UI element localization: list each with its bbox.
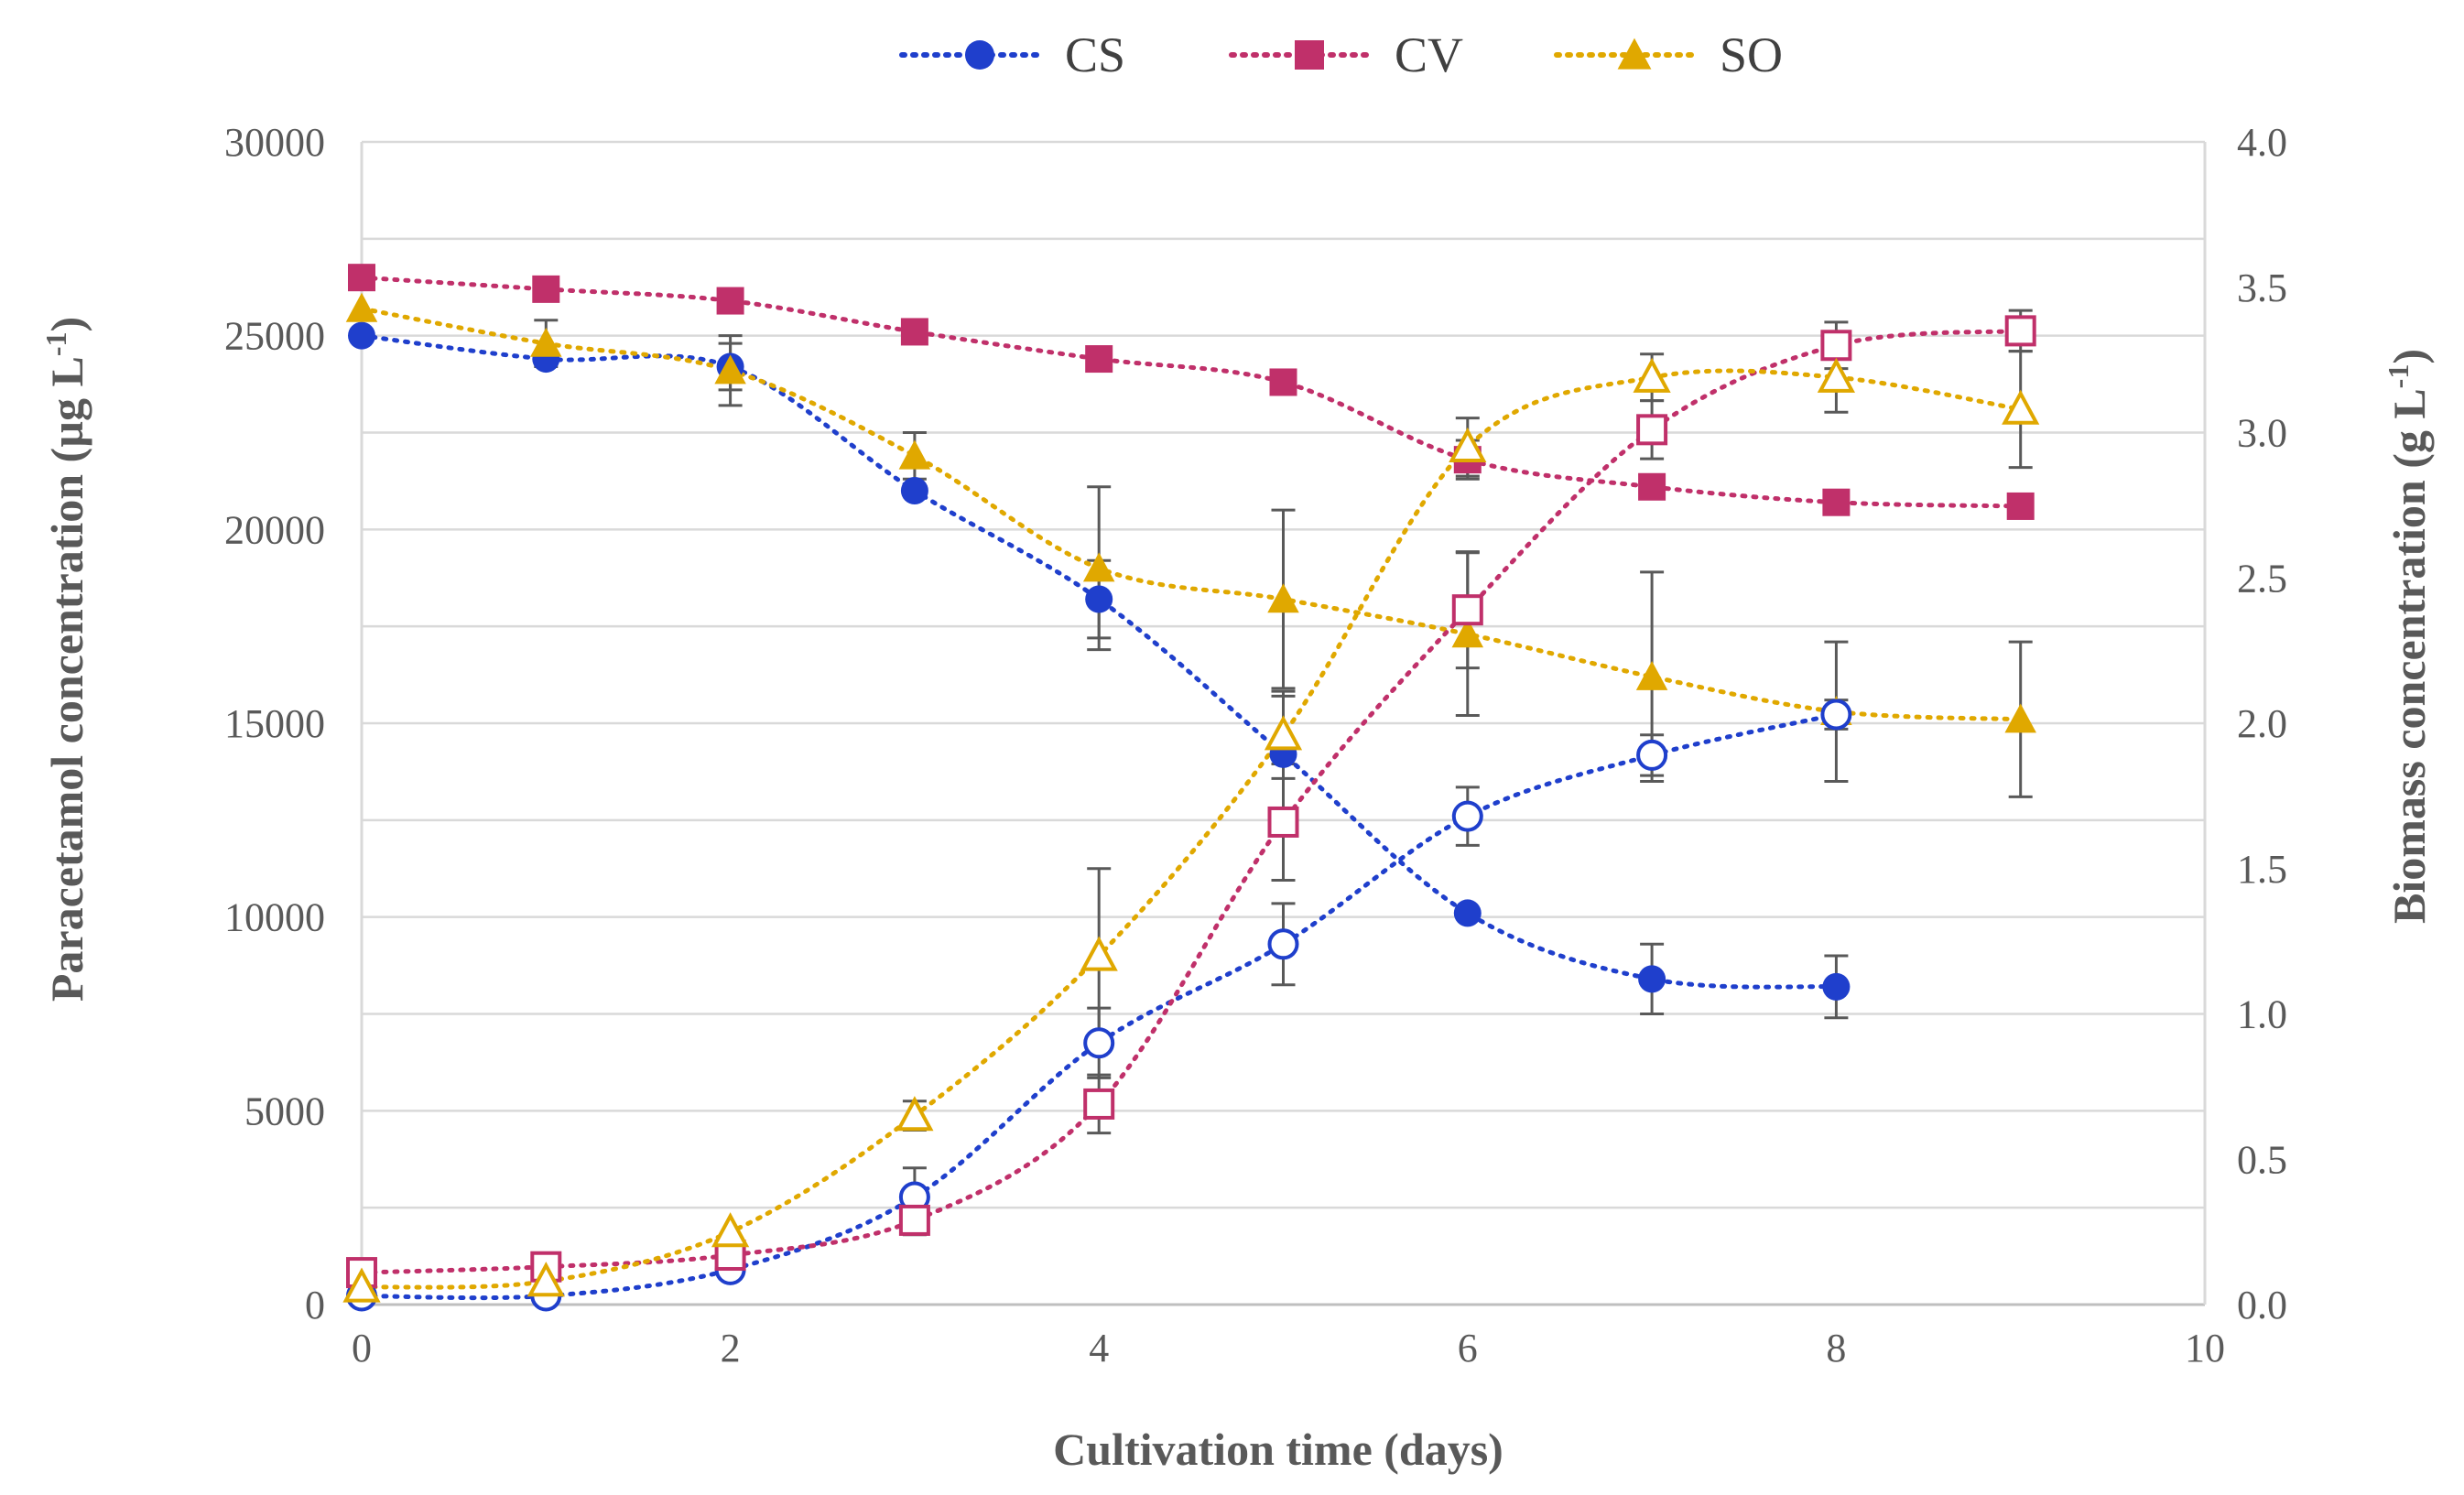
x-tick-label: 0 xyxy=(352,1326,372,1370)
y-left-tick-label: 5000 xyxy=(244,1089,325,1133)
y-left-tick-label: 20000 xyxy=(224,507,325,552)
y-left-title-sup: -1 xyxy=(39,331,72,356)
cv-paracetamol-point xyxy=(1085,345,1113,374)
series-lines xyxy=(359,275,2024,1301)
cs-paracetamol-point xyxy=(1453,899,1482,927)
cv-biomass-point xyxy=(1083,1088,1115,1120)
x-axis-title: Cultivation time (days) xyxy=(1053,1424,1503,1475)
so-biomass-point xyxy=(526,1262,565,1297)
cs-paracetamol-point xyxy=(1638,965,1666,993)
so-paracetamol-point xyxy=(2004,703,2036,733)
so-biomass-point xyxy=(1817,357,1856,393)
cv-biomass-point xyxy=(1267,806,1299,838)
legend-label-so: SO xyxy=(1720,27,1783,82)
y-right-axis-title: Biomass concentration (g L-1) xyxy=(2382,349,2435,924)
cv-biomass-line xyxy=(359,328,2024,1275)
so-paracetamol-point xyxy=(1082,552,1115,582)
cv-biomass-point xyxy=(898,1204,930,1236)
y-right-title-close: ) xyxy=(2383,349,2435,364)
y-right-tick-label: 2.5 xyxy=(2237,556,2287,601)
cs-biomass-point xyxy=(1820,699,1852,731)
cv-biomass-point xyxy=(2004,315,2036,347)
cv-paracetamol-point xyxy=(348,264,375,292)
so-biomass-point xyxy=(1264,715,1303,751)
so-biomass-line xyxy=(359,368,2024,1290)
cv-paracetamol-point xyxy=(900,318,928,346)
cv-paracetamol-point xyxy=(532,275,560,303)
so-paracetamol-point xyxy=(530,327,562,357)
cs-paracetamol-point xyxy=(1822,972,1851,1001)
y-right-tick-label: 4.0 xyxy=(2237,120,2287,165)
so-paracetamol-point xyxy=(1451,618,1484,648)
y-right-tick-label: 0.5 xyxy=(2237,1137,2287,1182)
y-right-title-sup: -1 xyxy=(2382,364,2415,389)
so-paracetamol-point xyxy=(1635,660,1668,690)
cv-paracetamol-point xyxy=(1269,368,1297,396)
so-biomass-point xyxy=(342,1267,381,1303)
y-left-tick-label: 0 xyxy=(305,1283,325,1327)
y-right-tick-label: 1.5 xyxy=(2237,847,2287,892)
y-right-tick-label: 1.0 xyxy=(2237,992,2287,1037)
x-tick-label: 8 xyxy=(1826,1326,1846,1370)
so-biomass-point xyxy=(1633,357,1671,393)
cv-paracetamol-point xyxy=(716,287,744,315)
y-right-tick-label: 0.0 xyxy=(2237,1283,2287,1327)
y-left-axis-title: Paracetamol concentration (µg L-1) xyxy=(39,317,92,1002)
so-paracetamol-line xyxy=(359,306,2024,722)
legend-marker-cs xyxy=(965,40,994,70)
cs-paracetamol-point xyxy=(348,321,375,350)
y-left-tick-label: 10000 xyxy=(224,895,325,940)
y-right-title-main: Biomass concentration (g L xyxy=(2383,388,2435,924)
cs-paracetamol-point xyxy=(1085,585,1113,613)
cv-paracetamol-point xyxy=(1822,488,1851,516)
legend-label-cs: CS xyxy=(1065,27,1125,82)
cv-biomass-point xyxy=(1451,594,1483,626)
y-left-title-close: ) xyxy=(41,317,92,332)
series-markers xyxy=(342,264,2040,1312)
cs-biomass-point xyxy=(1083,1027,1115,1059)
x-tick-label: 4 xyxy=(1089,1326,1109,1370)
x-tick-label: 10 xyxy=(2185,1326,2225,1370)
y-right-tick-label: 3.5 xyxy=(2237,265,2287,310)
so-biomass-point xyxy=(711,1212,750,1248)
y-left-title-main: Paracetamol concentration (µg L xyxy=(41,356,92,1002)
cs-paracetamol-line xyxy=(359,333,1839,990)
legend: CS CV SO xyxy=(899,27,1783,82)
so-biomass-point xyxy=(2002,389,2040,425)
error-bars xyxy=(534,309,2033,1237)
cv-paracetamol-line xyxy=(359,275,2024,509)
cs-biomass-point xyxy=(1451,800,1483,832)
y-right-tick-label: 3.0 xyxy=(2237,411,2287,456)
x-tick-label: 6 xyxy=(1458,1326,1478,1370)
cv-paracetamol-point xyxy=(1638,472,1666,501)
cv-paracetamol-point xyxy=(2006,492,2035,520)
y-right-tick-label: 2.0 xyxy=(2237,701,2287,746)
legend-marker-cv xyxy=(1295,40,1324,70)
tick-labels: 0 2 4 6 8 10 0 5000 10000 15000 20000 25000 30000 0.0… xyxy=(224,120,2287,1370)
legend-label-cv: CV xyxy=(1395,27,1463,82)
so-paracetamol-point xyxy=(1267,583,1299,613)
y-left-tick-label: 30000 xyxy=(224,120,325,165)
y-left-tick-label: 25000 xyxy=(224,314,325,359)
so-biomass-point xyxy=(1449,427,1487,463)
so-biomass-point xyxy=(896,1096,934,1132)
so-paracetamol-point xyxy=(898,439,931,470)
so-paracetamol-point xyxy=(714,354,746,385)
so-biomass-point xyxy=(1080,936,1118,971)
cs-biomass-point xyxy=(1636,739,1668,771)
legend-marker-so xyxy=(1617,38,1652,70)
so-paracetamol-point xyxy=(345,292,378,322)
cs-biomass-point xyxy=(1267,928,1299,960)
y-left-tick-label: 15000 xyxy=(224,701,325,746)
cv-biomass-point xyxy=(1820,330,1852,362)
cv-biomass-point xyxy=(1636,414,1668,446)
x-tick-label: 2 xyxy=(721,1326,741,1370)
cs-paracetamol-point xyxy=(900,477,928,504)
